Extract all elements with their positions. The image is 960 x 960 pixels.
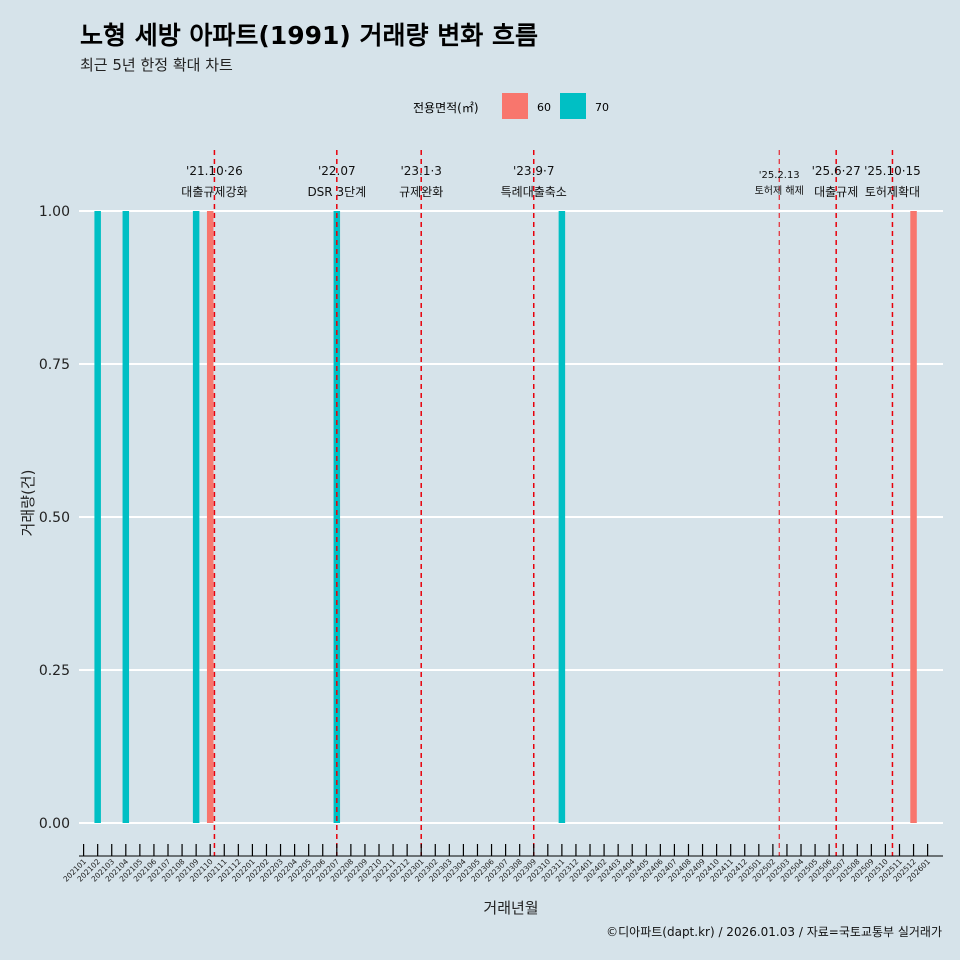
legend-title: 전용면적(㎡) [413,101,479,115]
event-desc-label: 대출규제강화 [181,185,247,199]
event-desc-label: 대출규제 [814,185,858,199]
bar-70-202109 [192,211,200,823]
event-date-label: '25.6·27 [812,164,861,178]
bar-70-202207 [333,211,341,823]
event-date-label: '23.1·3 [400,164,441,178]
legend: 전용면적(㎡) 60 70 [413,93,609,119]
event-desc-label: 토허제 해제 [755,184,804,197]
gridlines [79,210,943,824]
bar-70-202104 [122,211,130,823]
y-tick-label: 0.50 [39,510,70,526]
legend-swatch-60 [502,93,528,119]
y-axis-ticks: 0.00 0.25 0.50 0.75 1.00 [39,204,70,832]
y-axis-title: 거래량(건) [19,470,37,537]
caption: ©디아파트(dapt.kr) / 2026.01.03 / 자료=국토교통부 실… [606,925,942,939]
chart-title: 노형 세방 아파트(1991) 거래량 변화 흐름 [80,21,538,50]
bar-70-202311 [558,211,566,823]
bar-70-202102 [94,211,101,823]
bar-60-202110 [206,211,214,823]
event-markers: '21.10·26 대출규제강화 '22.07 DSR 3단계 '23.1·3 규제완화 '… [181,150,921,856]
y-tick-label: 1.00 [39,204,70,220]
event-desc-label: 규제완화 [399,185,443,199]
chart-subtitle: 최근 5년 한정 확대 차트 [80,56,233,74]
legend-swatch-70 [560,93,586,119]
event-desc-label: DSR 3단계 [307,185,366,199]
event-desc-label: 토허제확대 [865,185,920,199]
y-tick-label: 0.00 [39,816,70,832]
event-date-label: '25.10·15 [864,164,921,178]
y-tick-label: 0.25 [39,663,70,679]
event-date-label: '23.9·7 [513,164,554,178]
bars [94,211,917,823]
x-axis: 2021012021022021032021042021052021062021… [61,844,943,884]
event-date-label: '21.10·26 [186,164,243,178]
event-desc-label: 특례대출축소 [501,185,567,199]
y-tick-label: 0.75 [39,357,70,373]
event-date-label: '22.07 [318,164,356,178]
event-date-label: '25.2.13 [759,170,800,181]
legend-label-70: 70 [595,101,609,114]
bar-60-202512 [910,211,917,823]
x-axis-title: 거래년월 [483,899,538,917]
legend-label-60: 60 [537,101,551,114]
